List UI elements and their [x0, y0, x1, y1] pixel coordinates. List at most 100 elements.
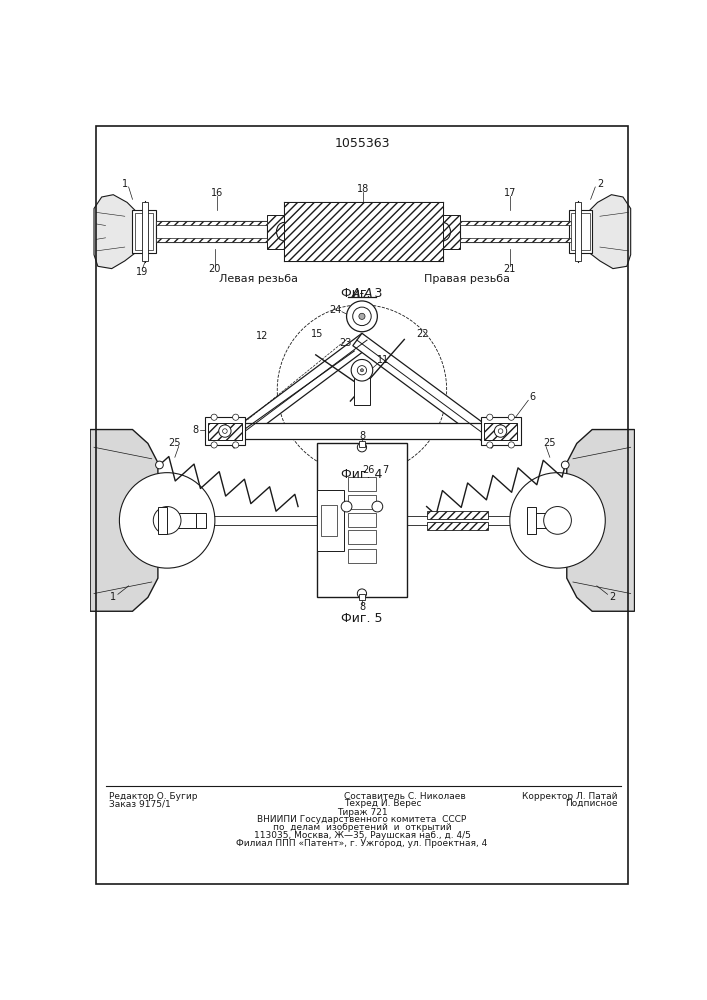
Circle shape — [218, 425, 231, 437]
Text: Левая резьба: Левая резьба — [218, 274, 298, 284]
Circle shape — [353, 307, 371, 326]
Circle shape — [361, 369, 363, 372]
Bar — [317, 443, 407, 597]
Text: 20: 20 — [209, 264, 221, 274]
Text: 2: 2 — [597, 179, 603, 189]
Polygon shape — [94, 195, 135, 269]
Polygon shape — [90, 430, 158, 611]
Text: 1: 1 — [122, 179, 128, 189]
Circle shape — [153, 507, 181, 534]
Text: 6: 6 — [530, 392, 536, 402]
Bar — [221, 423, 504, 439]
Circle shape — [211, 414, 217, 420]
Bar — [571, 213, 590, 250]
Bar — [156, 238, 267, 242]
Bar — [135, 213, 153, 250]
Bar — [484, 423, 518, 440]
Text: 22: 22 — [416, 329, 428, 339]
Text: Филиал ППП «Патент», г. Ужгород, ул. Проектная, 4: Филиал ППП «Патент», г. Ужгород, ул. Про… — [236, 839, 488, 848]
Text: Редактор О. Бугир: Редактор О. Бугир — [110, 792, 198, 801]
Bar — [575, 202, 581, 261]
Bar — [267, 215, 284, 249]
Bar — [348, 477, 376, 491]
Bar — [158, 516, 317, 525]
Text: ВНИИПИ Государственного комитета  СССР: ВНИИПИ Государственного комитета СССР — [257, 815, 467, 824]
Text: А-А: А-А — [351, 287, 373, 300]
Circle shape — [494, 425, 507, 437]
Circle shape — [211, 442, 217, 448]
Text: 8: 8 — [192, 425, 199, 435]
Circle shape — [498, 429, 503, 433]
Text: 2: 2 — [609, 592, 615, 602]
Text: Фиг. 3: Фиг. 3 — [341, 287, 382, 300]
Bar — [158, 513, 197, 528]
Bar — [158, 507, 167, 534]
Text: Составитель С. Николаев: Составитель С. Николаев — [344, 792, 466, 801]
Polygon shape — [353, 333, 501, 448]
Circle shape — [508, 414, 515, 420]
Text: Подписное: Подписное — [565, 799, 618, 808]
Bar — [460, 238, 571, 242]
Bar — [426, 511, 489, 519]
Bar — [569, 210, 592, 253]
Circle shape — [544, 507, 571, 534]
Text: 25: 25 — [168, 438, 181, 448]
Circle shape — [156, 461, 163, 469]
Text: 23: 23 — [339, 338, 351, 348]
Bar — [321, 505, 337, 536]
Bar — [205, 417, 245, 445]
Text: Фиг. 5: Фиг. 5 — [341, 612, 382, 625]
Bar — [132, 210, 156, 253]
Text: 26: 26 — [362, 465, 374, 475]
Circle shape — [486, 414, 493, 420]
Polygon shape — [567, 430, 635, 611]
Text: 7: 7 — [382, 465, 388, 475]
Bar — [527, 507, 536, 534]
Bar — [359, 594, 365, 600]
Circle shape — [233, 414, 239, 420]
Circle shape — [359, 313, 365, 319]
Circle shape — [357, 443, 366, 452]
Text: по  делам  изобретений  и  открытий: по делам изобретений и открытий — [273, 823, 451, 832]
Circle shape — [508, 442, 515, 448]
Bar — [460, 221, 571, 242]
Polygon shape — [225, 333, 371, 448]
Text: Заказ 9175/1: Заказ 9175/1 — [110, 799, 171, 808]
Circle shape — [357, 366, 366, 375]
Bar — [197, 513, 206, 528]
Bar — [359, 441, 365, 447]
Bar — [348, 530, 376, 544]
Text: 17: 17 — [503, 188, 516, 198]
Circle shape — [510, 473, 605, 568]
Text: 15: 15 — [311, 329, 324, 339]
Text: Фиг. 4: Фиг. 4 — [341, 468, 382, 481]
Polygon shape — [590, 195, 631, 269]
Bar — [156, 221, 267, 242]
Text: Техред И. Верес: Техред И. Верес — [344, 799, 422, 808]
Text: 25: 25 — [544, 438, 556, 448]
Circle shape — [561, 461, 569, 469]
Text: 113035, Москва, Ж—35, Раушская наб., д. 4/5: 113035, Москва, Ж—35, Раушская наб., д. … — [254, 831, 470, 840]
Text: 8: 8 — [359, 602, 365, 612]
Text: 1055363: 1055363 — [334, 137, 390, 150]
Circle shape — [357, 589, 366, 598]
Text: 19: 19 — [136, 267, 148, 277]
Bar — [156, 221, 267, 225]
Circle shape — [372, 501, 382, 512]
Bar — [481, 417, 520, 445]
Circle shape — [346, 301, 378, 332]
Text: 21: 21 — [503, 264, 516, 274]
Text: Тираж 721: Тираж 721 — [337, 808, 387, 817]
Bar — [317, 490, 344, 551]
Text: Правая резьба: Правая резьба — [424, 274, 510, 284]
Circle shape — [351, 359, 373, 381]
Bar — [443, 215, 460, 249]
Circle shape — [486, 442, 493, 448]
Text: 16: 16 — [211, 188, 223, 198]
Bar — [407, 516, 527, 525]
Bar — [141, 202, 148, 261]
Text: 12: 12 — [256, 331, 268, 341]
Text: 24: 24 — [329, 305, 341, 315]
Text: 18: 18 — [357, 184, 370, 194]
Circle shape — [223, 429, 227, 433]
